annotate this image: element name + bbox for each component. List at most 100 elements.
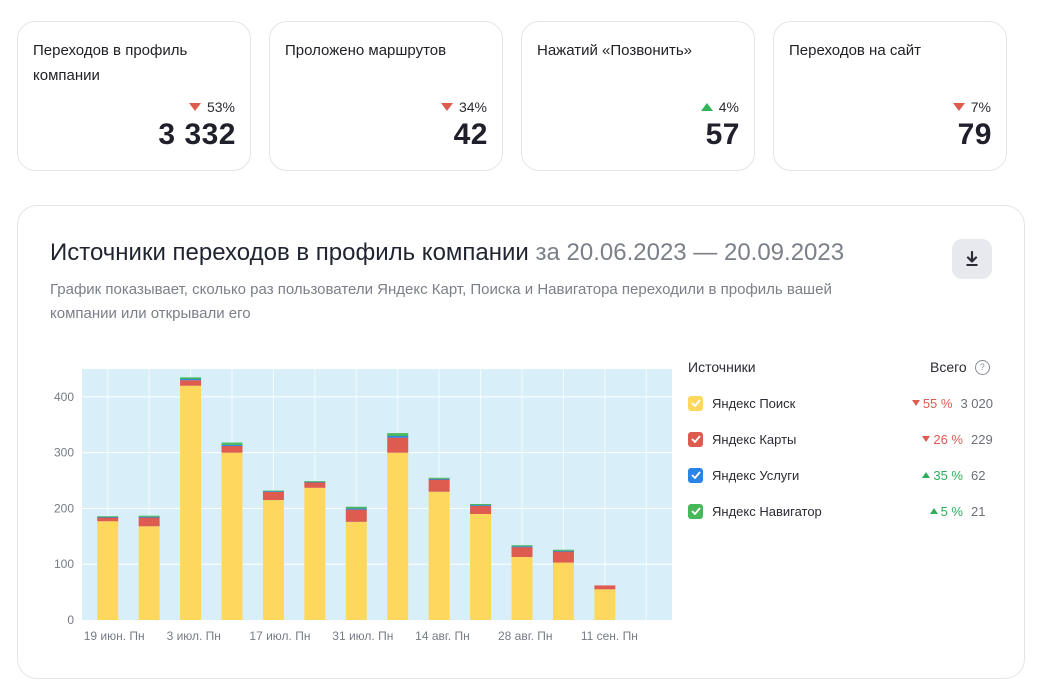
kpi-value: 79 bbox=[957, 118, 992, 151]
legend-item-navigator[interactable]: Яндекс Навигатор 5 % 21 bbox=[688, 500, 993, 522]
legend-header-total-text: Всего bbox=[930, 359, 967, 375]
trend-down-icon bbox=[922, 436, 931, 442]
kpi-delta: 53% bbox=[188, 99, 235, 115]
kpi-card-site-visits[interactable]: Переходов на сайт 7% 79 bbox=[773, 21, 1007, 171]
legend-item-name: Яндекс Услуги bbox=[712, 467, 800, 483]
bar-segment bbox=[180, 380, 202, 386]
legend-item-services[interactable]: Яндекс Услуги 35 % 62 bbox=[688, 464, 993, 486]
trend-down-icon bbox=[188, 103, 201, 111]
bar-segment bbox=[262, 500, 284, 620]
bar-segment bbox=[304, 482, 326, 488]
legend-item-maps[interactable]: Яндекс Карты 26 % 229 bbox=[688, 428, 993, 450]
legend-item-total: 229 bbox=[971, 431, 993, 447]
x-tick-label: 11 сен. Пн bbox=[581, 629, 638, 643]
bar-segment bbox=[470, 514, 492, 620]
legend-item-search[interactable]: Яндекс Поиск 55 % 3 020 bbox=[688, 392, 993, 414]
trend-up-icon bbox=[922, 472, 931, 478]
bar-segment bbox=[221, 442, 243, 445]
kpi-card-calls[interactable]: Нажатий «Позвонить» 4% 57 bbox=[521, 21, 755, 171]
kpi-delta: 7% bbox=[952, 99, 991, 115]
kpi-delta: 34% bbox=[440, 99, 487, 115]
legend-item-name: Яндекс Поиск bbox=[712, 395, 796, 411]
trend-up-icon bbox=[700, 103, 713, 111]
kpi-card-routes[interactable]: Проложено маршрутов 34% 42 bbox=[269, 21, 503, 171]
x-tick-label: 19 июн. Пн bbox=[84, 629, 145, 643]
x-tick-label: 28 авг. Пн bbox=[498, 629, 553, 643]
kpi-card-profile-visits[interactable]: Переходов в профиль компании 53% 3 332 bbox=[17, 21, 251, 171]
bar-segment bbox=[428, 479, 450, 492]
download-icon bbox=[966, 251, 978, 266]
bar-segment bbox=[552, 551, 574, 563]
bar-segment bbox=[221, 444, 243, 446]
bar-segment bbox=[428, 477, 450, 479]
bar-segment bbox=[470, 505, 492, 515]
kpi-delta: 4% bbox=[700, 99, 739, 115]
panel-title-text: Источники переходов в профиль компании bbox=[50, 239, 529, 266]
legend-header-sources: Источники bbox=[688, 359, 756, 375]
y-tick-label: 400 bbox=[54, 390, 74, 404]
checkbox-checked-icon[interactable] bbox=[688, 431, 703, 447]
checkbox-checked-icon[interactable] bbox=[688, 395, 703, 411]
y-tick-label: 100 bbox=[54, 557, 74, 571]
kpi-delta-value: 4% bbox=[718, 99, 739, 115]
kpi-title: Переходов в профиль компании bbox=[33, 42, 188, 84]
legend-item-pct: 55 % bbox=[911, 396, 952, 411]
bar-segment bbox=[387, 437, 409, 453]
bar-segment bbox=[262, 491, 284, 501]
bar-segment bbox=[470, 505, 492, 506]
bar-segment bbox=[304, 481, 326, 483]
kpi-value: 42 bbox=[453, 118, 488, 151]
kpi-title: Нажатий «Позвонить» bbox=[537, 42, 693, 59]
bar-segment bbox=[138, 526, 160, 620]
kpi-value: 57 bbox=[705, 118, 740, 151]
help-icon[interactable]: ? bbox=[974, 359, 990, 375]
bar-segment bbox=[345, 521, 367, 620]
bar-segment bbox=[345, 508, 367, 510]
sources-panel: Источники переходов в профиль компании з… bbox=[17, 205, 1025, 679]
kpi-delta-value: 7% bbox=[970, 99, 991, 115]
bar-segment bbox=[552, 562, 574, 620]
legend-item-pct-value: 5 % bbox=[940, 503, 963, 519]
legend-item-total: 3 020 bbox=[960, 395, 993, 411]
bar-segment bbox=[345, 509, 367, 522]
bar-segment bbox=[387, 452, 409, 620]
kpi-delta-value: 34% bbox=[458, 99, 487, 115]
bar-segment bbox=[594, 589, 616, 620]
bar-segment bbox=[304, 481, 326, 482]
checkbox-checked-icon[interactable] bbox=[688, 503, 703, 519]
legend-item-pct-value: 26 % bbox=[933, 431, 963, 447]
legend-item-pct-value: 35 % bbox=[933, 467, 963, 483]
legend-item-pct: 5 % bbox=[929, 503, 963, 519]
trend-down-icon bbox=[440, 103, 453, 111]
bar-segment bbox=[511, 545, 533, 547]
sources-bar-chart: 0 100 200 300 400 19 июн. Пн 3 июл. Пн 17 июл. … bbox=[54, 369, 672, 643]
bar-segment bbox=[262, 491, 284, 492]
bar-segment bbox=[428, 478, 450, 480]
x-tick-label: 3 июл. Пн bbox=[167, 629, 221, 643]
legend-item-name: Яндекс Карты bbox=[712, 431, 797, 447]
download-button[interactable] bbox=[952, 239, 992, 279]
bar-segment bbox=[221, 445, 243, 453]
bar-segment bbox=[470, 503, 492, 506]
legend-item-total: 21 bbox=[971, 503, 986, 519]
bar-segment bbox=[304, 487, 326, 620]
bar-segment bbox=[511, 546, 533, 557]
bar-segment bbox=[97, 516, 119, 518]
legend-item-name: Яндекс Навигатор bbox=[712, 503, 822, 519]
legend-item-total: 62 bbox=[971, 467, 986, 483]
trend-down-icon bbox=[911, 400, 920, 406]
bar-segment bbox=[552, 550, 574, 552]
panel-title: Источники переходов в профиль компании з… bbox=[50, 239, 844, 267]
x-tick-label: 31 июл. Пн bbox=[332, 629, 393, 643]
kpi-title: Проложено маршрутов bbox=[285, 42, 447, 59]
bar-segment bbox=[511, 546, 533, 548]
kpi-title: Переходов на сайт bbox=[789, 42, 921, 59]
x-tick-label: 14 авг. Пн bbox=[415, 629, 470, 643]
panel-period: за 20.06.2023 — 20.09.2023 bbox=[535, 239, 845, 266]
kpi-delta-value: 53% bbox=[206, 99, 235, 115]
kpi-value: 3 332 bbox=[158, 118, 236, 151]
bar-segment bbox=[180, 377, 202, 380]
bar-segment bbox=[594, 585, 616, 590]
bar-segment bbox=[387, 433, 409, 436]
checkbox-checked-icon[interactable] bbox=[688, 467, 703, 483]
